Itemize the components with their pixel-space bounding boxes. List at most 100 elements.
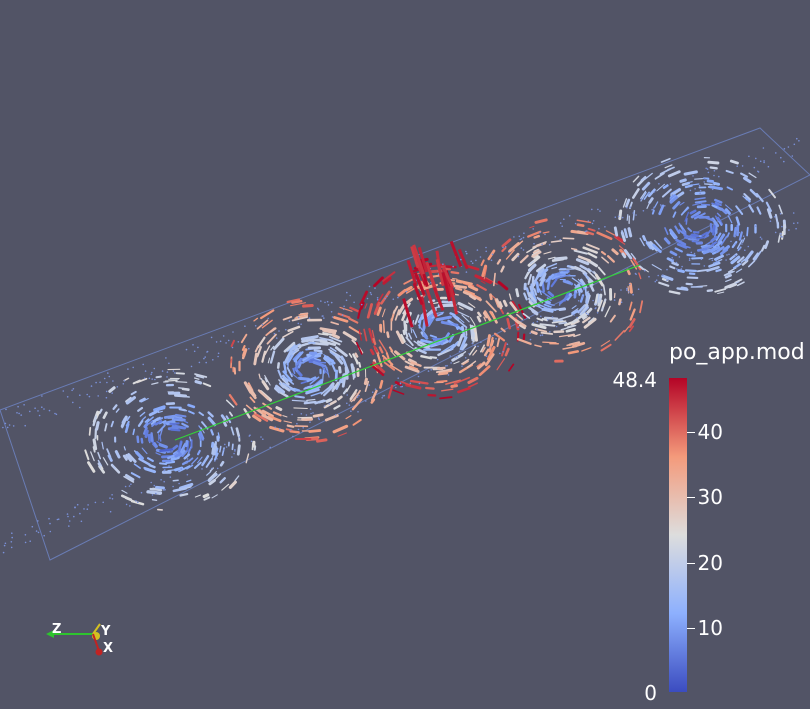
vector-glyph bbox=[691, 257, 704, 260]
wall-point bbox=[427, 370, 430, 372]
vector-glyph bbox=[609, 314, 616, 323]
vector-glyph bbox=[600, 343, 612, 352]
vector-glyph bbox=[596, 231, 613, 241]
wall-point bbox=[634, 272, 637, 275]
vector-glyph bbox=[632, 210, 636, 221]
wall-point bbox=[142, 363, 144, 366]
wall-point bbox=[454, 356, 457, 359]
vector-glyph bbox=[425, 288, 438, 318]
vector-glyph bbox=[583, 317, 597, 329]
wall-point bbox=[11, 536, 13, 539]
wall-point bbox=[741, 165, 744, 167]
vector-glyph bbox=[370, 363, 385, 377]
vector-glyph bbox=[358, 329, 362, 341]
vector-glyph bbox=[151, 382, 159, 385]
vector-glyph bbox=[600, 340, 611, 347]
vector-glyph bbox=[476, 363, 482, 368]
vector-glyph bbox=[287, 325, 301, 332]
wall-point bbox=[711, 241, 713, 243]
vector-glyph bbox=[228, 480, 237, 489]
wall-point bbox=[642, 210, 645, 212]
vector-glyph bbox=[231, 443, 234, 451]
colorbar-tick-40: 40 bbox=[697, 420, 723, 444]
vector-glyph bbox=[345, 415, 352, 420]
wall-point bbox=[238, 436, 241, 438]
vector-glyph bbox=[377, 354, 383, 368]
vector-glyph bbox=[742, 195, 748, 201]
wall-point bbox=[672, 259, 675, 261]
wall-point bbox=[34, 407, 36, 410]
vector-glyph bbox=[497, 280, 509, 291]
wall-point bbox=[216, 467, 219, 470]
vector-glyph bbox=[338, 365, 342, 374]
vector-glyph bbox=[749, 188, 759, 198]
wall-point bbox=[174, 372, 176, 374]
wall-point bbox=[446, 364, 448, 367]
wall-point bbox=[125, 503, 128, 506]
vector-glyph bbox=[672, 201, 681, 210]
vector-glyph bbox=[185, 440, 189, 448]
wall-point bbox=[49, 530, 52, 533]
wall-point bbox=[186, 458, 189, 460]
wall-point bbox=[476, 249, 479, 251]
vector-glyph bbox=[194, 380, 203, 385]
vector-glyph bbox=[712, 260, 720, 264]
vector-glyph bbox=[125, 396, 136, 405]
vector-glyph bbox=[400, 380, 412, 386]
vector-glyph bbox=[694, 197, 706, 200]
vector-glyph bbox=[432, 286, 445, 311]
vector-glyph bbox=[725, 169, 734, 174]
vector-glyph bbox=[234, 475, 240, 482]
vector-glyph bbox=[337, 432, 347, 437]
wall-point bbox=[502, 246, 504, 249]
vector-glyph bbox=[717, 233, 726, 244]
wall-point bbox=[237, 341, 240, 343]
vector-glyph bbox=[404, 365, 420, 373]
wall-point bbox=[671, 257, 673, 259]
vector-glyph bbox=[179, 443, 185, 454]
vector-glyph bbox=[692, 202, 702, 206]
vector-glyph bbox=[554, 256, 568, 261]
wall-point bbox=[231, 456, 233, 458]
wall-point bbox=[694, 188, 696, 190]
vector-glyph bbox=[172, 486, 188, 493]
wall-point bbox=[109, 510, 112, 513]
wall-point bbox=[392, 298, 395, 301]
vector-glyph bbox=[405, 336, 414, 347]
vector-glyph bbox=[200, 427, 205, 434]
vector-glyph bbox=[656, 183, 665, 192]
vector-glyph bbox=[732, 262, 741, 269]
vector-glyph bbox=[562, 345, 578, 350]
wall-point bbox=[225, 342, 227, 344]
vector-glyph bbox=[333, 404, 341, 410]
vector-glyph bbox=[299, 312, 309, 315]
wall-point bbox=[31, 525, 34, 528]
vector-glyph bbox=[292, 351, 302, 361]
vector-glyph bbox=[587, 270, 597, 280]
wall-point bbox=[346, 402, 348, 405]
vector-glyph bbox=[693, 212, 706, 220]
wall-point bbox=[234, 448, 236, 451]
vector-glyph bbox=[283, 341, 296, 353]
vector-glyph bbox=[461, 314, 470, 323]
vector-glyph bbox=[737, 246, 742, 252]
wall-point bbox=[105, 390, 108, 393]
vector-glyph bbox=[240, 333, 248, 344]
vector-glyph bbox=[518, 323, 526, 330]
wall-point bbox=[68, 525, 70, 527]
wall-point bbox=[699, 192, 701, 195]
wall-point bbox=[722, 247, 725, 250]
vector-glyph bbox=[711, 241, 718, 246]
wall-point bbox=[647, 192, 649, 195]
vector-glyph bbox=[554, 274, 571, 280]
vector-glyph bbox=[269, 327, 277, 333]
vector-glyph bbox=[292, 367, 296, 375]
vector-glyph bbox=[104, 423, 108, 432]
wall-point bbox=[591, 208, 593, 211]
vector-glyph bbox=[406, 259, 418, 286]
vector-glyph bbox=[329, 346, 337, 353]
vector-glyph bbox=[483, 316, 487, 322]
vector-glyph bbox=[157, 424, 166, 434]
vector-glyph bbox=[125, 396, 132, 403]
